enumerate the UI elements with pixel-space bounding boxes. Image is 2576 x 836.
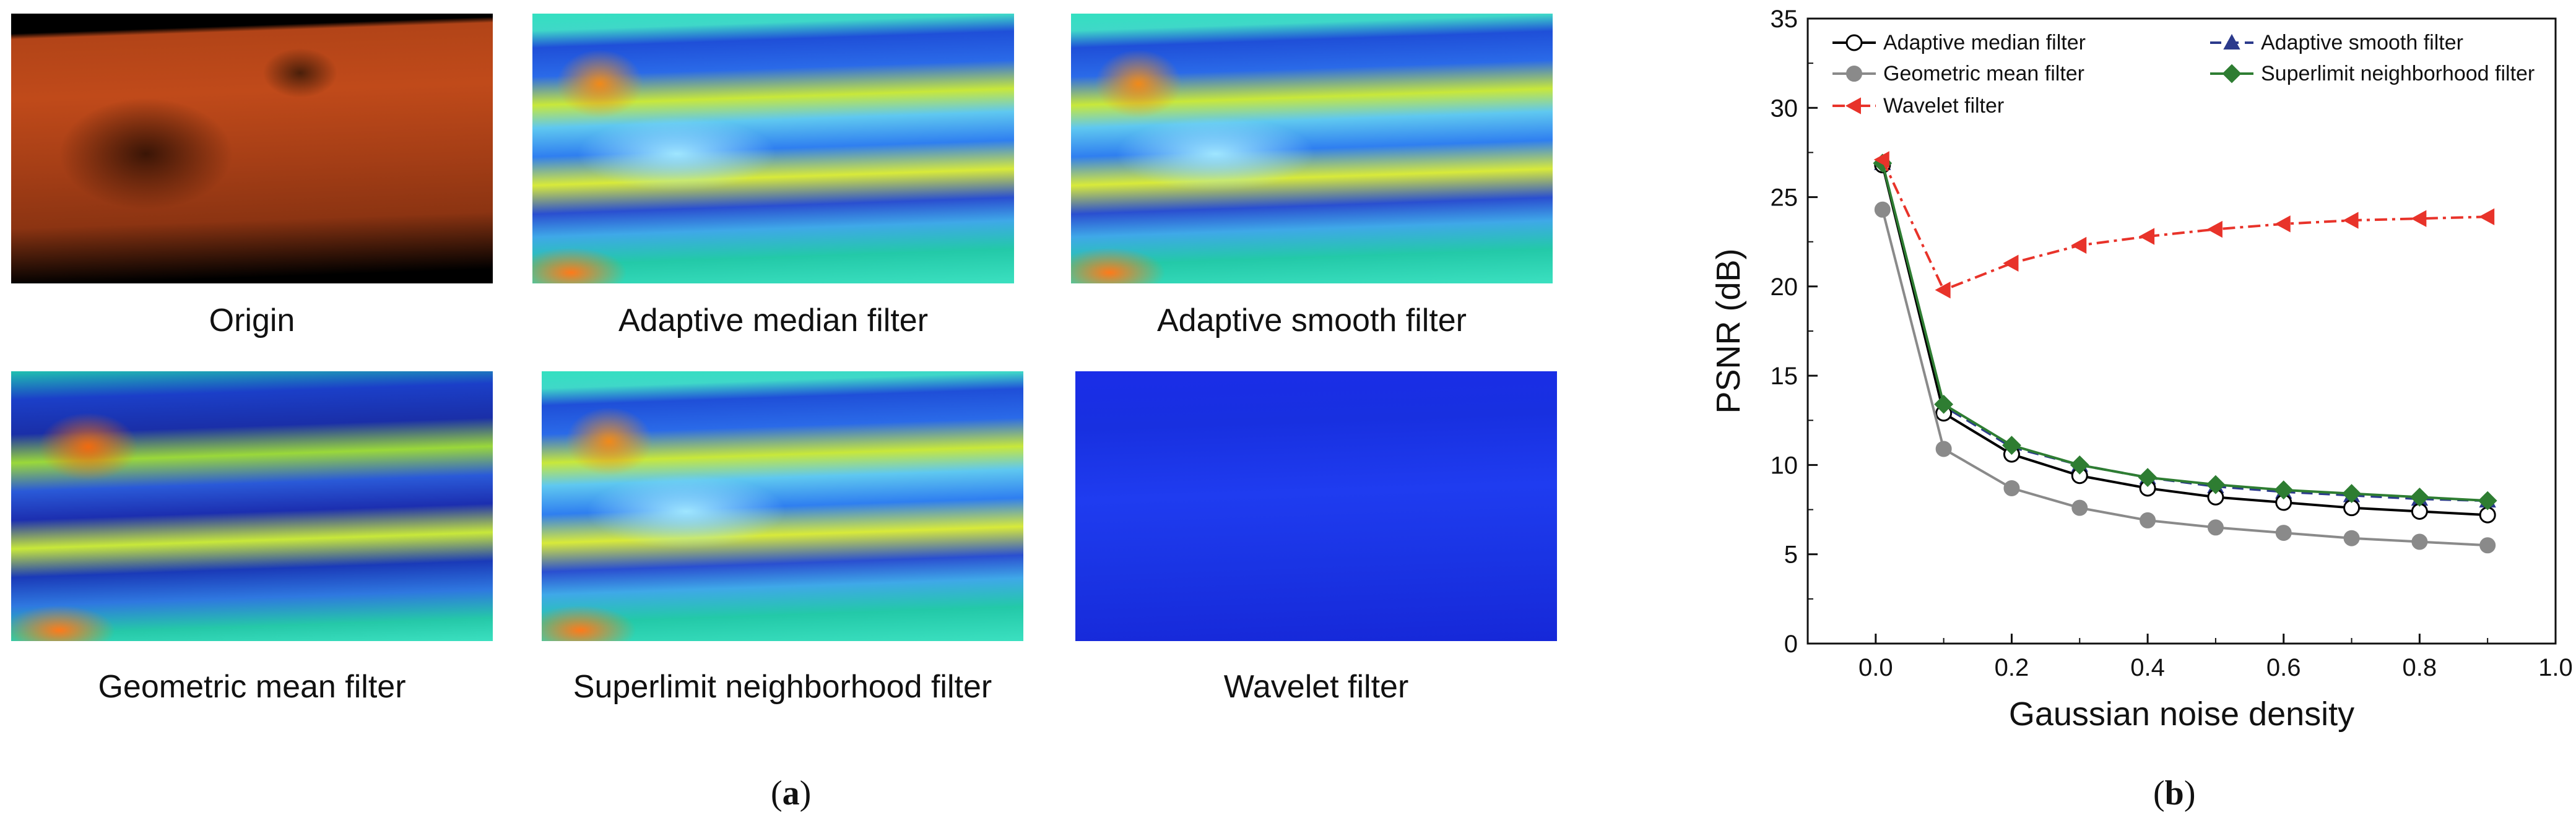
image-label-origin: Origin bbox=[209, 303, 295, 338]
psnr-line-chart: 0 5 10 15 20 25 30 35 0.0 0.2 0.4 0.6 0.8 1.0 Gaussian… bbox=[1710, 6, 2573, 733]
legend-label-adaptive-median-filter: Adaptive median filter bbox=[1883, 31, 2086, 54]
y-tick-label: 15 bbox=[1771, 363, 1798, 390]
x-tick-label: 0.2 bbox=[1995, 654, 2029, 681]
point-superlimit-neighborhood-filter bbox=[2206, 475, 2226, 494]
legend-marker-adaptive-median-filter bbox=[1845, 34, 1863, 51]
y-tick-label: 20 bbox=[1771, 274, 1798, 301]
x-tick-label: 0.8 bbox=[2403, 654, 2437, 681]
panel-b-label: (b) bbox=[2153, 774, 2196, 812]
point-superlimit-neighborhood-filter bbox=[2002, 436, 2021, 455]
image-superlimit-neighborhood bbox=[542, 371, 1023, 641]
y-tick-label: 30 bbox=[1771, 95, 1798, 122]
point-geometric-mean-filter bbox=[2207, 519, 2224, 536]
legend-label-wavelet-filter: Wavelet filter bbox=[1883, 94, 2004, 118]
point-wavelet-filter bbox=[2343, 212, 2359, 229]
x-tick-label: 1.0 bbox=[2538, 654, 2573, 681]
point-geometric-mean-filter bbox=[2343, 530, 2360, 546]
point-geometric-mean-filter bbox=[2140, 512, 2156, 528]
image-adaptive-median bbox=[532, 14, 1014, 283]
point-geometric-mean-filter bbox=[1935, 441, 1952, 457]
legend-label-adaptive-smooth-filter: Adaptive smooth filter bbox=[2261, 31, 2463, 54]
x-tick-label: 0.6 bbox=[2266, 654, 2301, 681]
point-superlimit-neighborhood-filter bbox=[2070, 455, 2089, 475]
point-superlimit-neighborhood-filter bbox=[2478, 491, 2497, 511]
point-wavelet-filter bbox=[1873, 151, 1889, 168]
series-line-adaptive-median-filter bbox=[1881, 165, 2488, 517]
y-tick-label: 25 bbox=[1771, 184, 1798, 212]
series-line-adaptive-smooth-filter bbox=[1881, 163, 2488, 502]
image-label-adaptive-median: Adaptive median filter bbox=[618, 303, 929, 338]
legend-label-geometric-mean-filter: Geometric mean filter bbox=[1883, 62, 2084, 85]
point-superlimit-neighborhood-filter bbox=[2409, 487, 2429, 507]
y-tick-label: 5 bbox=[1784, 541, 1798, 569]
legend-marker-wavelet-filter bbox=[1845, 97, 1861, 114]
point-wavelet-filter bbox=[2206, 220, 2223, 238]
panel-a: Origin Adaptive median filter Adaptive s… bbox=[11, 14, 1557, 812]
point-geometric-mean-filter bbox=[2071, 499, 2088, 516]
point-wavelet-filter bbox=[2071, 236, 2087, 254]
point-wavelet-filter bbox=[2275, 215, 2291, 233]
legend-marker-adaptive-smooth-filter bbox=[2223, 33, 2240, 50]
x-axis-title: Gaussian noise density bbox=[2009, 696, 2354, 733]
image-label-adaptive-smooth: Adaptive smooth filter bbox=[1156, 303, 1467, 338]
image-adaptive-smooth bbox=[1071, 14, 1553, 283]
series-line-wavelet-filter bbox=[1881, 159, 2488, 292]
y-tick-label: 0 bbox=[1784, 631, 1798, 658]
legend-marker-superlimit-neighborhood-filter bbox=[2222, 64, 2242, 84]
y-tick-label: 35 bbox=[1771, 6, 1798, 33]
point-geometric-mean-filter bbox=[2275, 525, 2292, 541]
point-wavelet-filter bbox=[1935, 281, 1951, 299]
series-line-superlimit-neighborhood-filter bbox=[1881, 163, 2488, 502]
point-wavelet-filter bbox=[2479, 208, 2495, 225]
image-label-geometric-mean: Geometric mean filter bbox=[98, 669, 406, 705]
point-geometric-mean-filter bbox=[2479, 537, 2496, 554]
point-geometric-mean-filter bbox=[2003, 480, 2020, 496]
image-label-superlimit-neighborhood: Superlimit neighborhood filter bbox=[573, 669, 992, 705]
point-superlimit-neighborhood-filter bbox=[2274, 480, 2294, 500]
point-superlimit-neighborhood-filter bbox=[1934, 394, 1954, 414]
point-wavelet-filter bbox=[2139, 228, 2155, 245]
legend-marker-geometric-mean-filter bbox=[1846, 66, 1862, 82]
x-tick-label: 0.0 bbox=[1858, 654, 1893, 681]
y-axis-title: PSNR (dB) bbox=[1710, 248, 1747, 413]
image-label-wavelet: Wavelet filter bbox=[1223, 669, 1409, 705]
panel-a-label: (a) bbox=[771, 774, 812, 812]
image-wavelet bbox=[1075, 371, 1557, 641]
legend-label-superlimit-neighborhood-filter: Superlimit neighborhood filter bbox=[2261, 62, 2535, 85]
point-wavelet-filter bbox=[2411, 210, 2427, 227]
series-line-geometric-mean-filter bbox=[1881, 209, 2488, 547]
image-geometric-mean bbox=[11, 371, 493, 641]
point-superlimit-neighborhood-filter bbox=[2342, 484, 2361, 504]
point-superlimit-neighborhood-filter bbox=[2138, 468, 2158, 488]
point-geometric-mean-filter bbox=[2411, 533, 2428, 550]
point-wavelet-filter bbox=[2003, 254, 2019, 272]
x-tick-label: 0.4 bbox=[2130, 654, 2165, 681]
image-origin bbox=[11, 14, 493, 283]
y-tick-label: 10 bbox=[1771, 452, 1798, 479]
point-geometric-mean-filter bbox=[1874, 201, 1891, 218]
